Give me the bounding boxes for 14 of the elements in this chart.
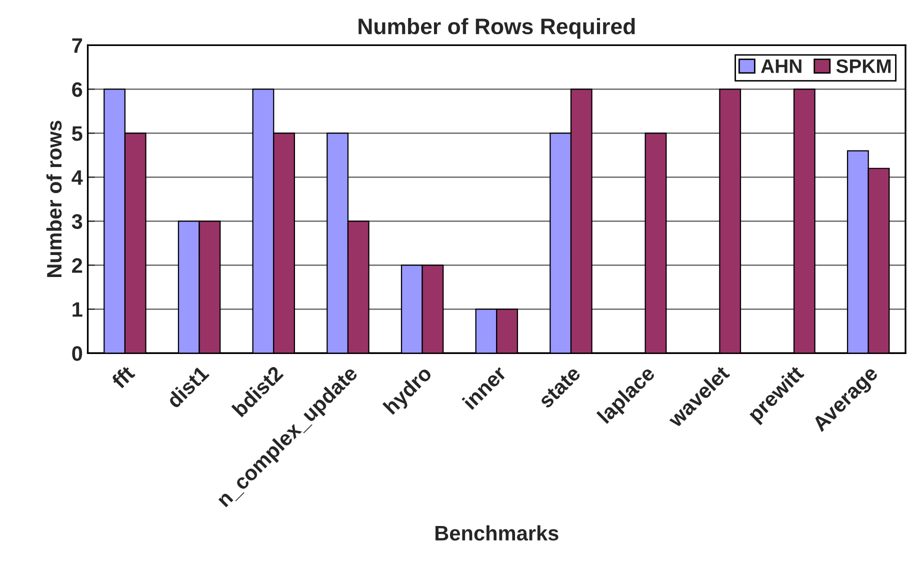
y-tick-label: 5: [72, 126, 82, 141]
y-tick-label: 3: [72, 214, 82, 229]
y-tick-label: 4: [72, 170, 83, 185]
chart-title: Number of Rows Required: [358, 18, 635, 39]
legend-label: SPKM: [836, 59, 891, 74]
y-axis-title: Number of rows: [46, 120, 62, 278]
x-tick-label: fft: [110, 364, 136, 390]
y-tick-label: 6: [72, 82, 82, 97]
y-tick-label: 1: [72, 302, 82, 317]
y-tick-label: 0: [72, 346, 82, 361]
y-tick-label: 2: [72, 258, 82, 273]
x-axis-title: Benchmarks: [436, 525, 558, 541]
y-tick-label: 7: [72, 38, 82, 53]
legend-label: AHN: [761, 60, 802, 73]
